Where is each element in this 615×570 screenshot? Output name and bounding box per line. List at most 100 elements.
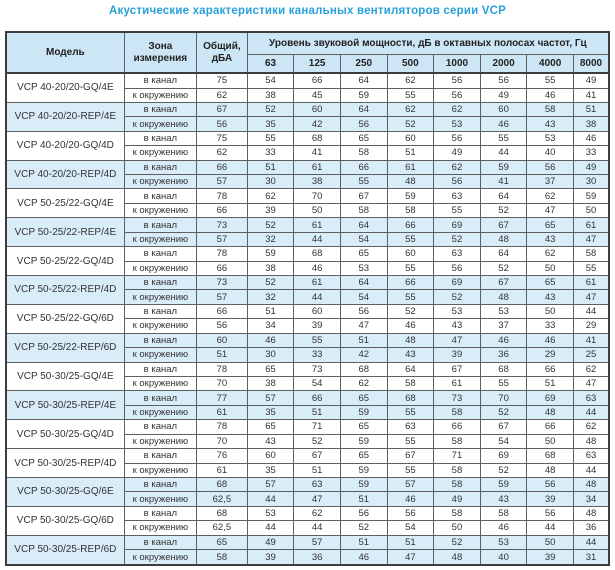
- band-value-cell: 66: [293, 72, 341, 89]
- band-value-cell: 58: [433, 433, 481, 450]
- band-value-cell: 56: [433, 260, 481, 277]
- band-value-cell: 33: [572, 145, 610, 161]
- model-cell: VCP 50-30/25-GQ/4D: [5, 419, 125, 450]
- band-value-cell: 61: [572, 217, 610, 233]
- table-row: VCP 50-25/22-REP/4E в канал 73 52 61 64 66 69 67…: [5, 217, 610, 248]
- zone-cell: в канал: [123, 275, 198, 291]
- band-value-cell: 52: [479, 404, 528, 421]
- band-value-cell: 69: [433, 217, 481, 233]
- band-value-cell: 64: [339, 101, 388, 118]
- zone-cell: в канал: [123, 303, 198, 320]
- total-dba-cell: 78: [196, 246, 248, 262]
- band-value-cell: 58: [386, 202, 435, 219]
- band-value-cell: 47: [572, 375, 610, 392]
- zone-cell: в канал: [123, 476, 198, 493]
- band-value-cell: 54: [293, 375, 341, 392]
- total-dba-cell: 60: [196, 332, 248, 349]
- header-measurement-zone: Зона измерения: [123, 31, 198, 74]
- band-value-cell: 62: [526, 188, 574, 204]
- band-value-cell: 51: [572, 101, 610, 118]
- total-dba-cell: 66: [196, 260, 248, 277]
- band-value-cell: 41: [572, 87, 610, 103]
- zone-cell: к окружению: [123, 145, 198, 161]
- table-row: VCP 50-25/22-REP/4D в канал 73 52 61 64 66 69 67…: [5, 275, 610, 305]
- header-frequency-500: 500: [386, 54, 435, 74]
- band-value-cell: 49: [433, 145, 481, 161]
- band-value-cell: 55: [479, 375, 528, 392]
- band-value-cell: 36: [572, 520, 610, 536]
- band-value-cell: 62: [572, 419, 610, 435]
- band-value-cell: 52: [246, 217, 295, 233]
- band-value-cell: 59: [479, 159, 528, 176]
- band-value-cell: 52: [433, 231, 481, 248]
- band-value-cell: 25: [572, 347, 610, 363]
- band-value-cell: 44: [293, 231, 341, 248]
- band-value-cell: 31: [572, 549, 610, 566]
- model-cell: VCP 50-30/25-REP/6D: [5, 534, 125, 566]
- band-value-cell: 53: [339, 260, 388, 277]
- band-value-cell: 43: [526, 231, 574, 248]
- band-value-cell: 52: [479, 260, 528, 277]
- table-row: VCP 50-30/25-GQ/4E в канал 78 65 73 68 64 67 68 6…: [5, 361, 610, 392]
- band-value-cell: 51: [293, 462, 341, 478]
- table-row: VCP 50-25/22-REP/6D в канал 60 46 55 51 48 47 46…: [5, 332, 610, 363]
- band-value-cell: 44: [526, 520, 574, 536]
- band-value-cell: 37: [526, 174, 574, 190]
- band-value-cell: 64: [479, 188, 528, 204]
- band-value-cell: 59: [339, 404, 388, 421]
- band-value-cell: 45: [293, 87, 341, 103]
- table-row: к окружению 62 38 45 59 55 56 49 46 41: [6, 87, 610, 103]
- band-value-cell: 33: [526, 318, 574, 334]
- band-value-cell: 41: [572, 332, 610, 349]
- band-value-cell: 65: [526, 217, 574, 233]
- band-value-cell: 58: [433, 462, 481, 478]
- band-value-cell: 47: [339, 318, 388, 334]
- band-value-cell: 41: [293, 145, 341, 161]
- band-value-cell: 63: [572, 390, 610, 406]
- band-value-cell: 66: [433, 419, 481, 435]
- zone-cell: в канал: [123, 101, 198, 118]
- total-dba-cell: 77: [196, 390, 248, 406]
- band-value-cell: 47: [386, 549, 435, 566]
- zone-cell: в канал: [123, 332, 198, 349]
- model-cell: VCP 40-20/20-GQ/4E: [5, 72, 125, 103]
- zone-cell: к окружению: [123, 375, 198, 392]
- band-value-cell: 56: [386, 505, 435, 522]
- total-dba-cell: 56: [196, 318, 248, 334]
- band-value-cell: 48: [479, 289, 528, 305]
- band-value-cell: 34: [246, 318, 295, 334]
- zone-cell: к окружению: [123, 202, 198, 219]
- band-value-cell: 57: [293, 534, 341, 551]
- band-value-cell: 67: [339, 188, 388, 204]
- band-value-cell: 48: [526, 404, 574, 421]
- band-value-cell: 61: [433, 375, 481, 392]
- band-value-cell: 52: [479, 202, 528, 219]
- band-value-cell: 60: [293, 101, 341, 118]
- model-cell: VCP 50-30/25-GQ/4E: [5, 361, 125, 392]
- band-value-cell: 51: [526, 375, 574, 392]
- band-value-cell: 34: [572, 491, 610, 507]
- band-value-cell: 64: [339, 275, 388, 291]
- zone-cell: в канал: [123, 159, 198, 176]
- band-value-cell: 59: [246, 246, 295, 262]
- zone-cell: в канал: [123, 72, 198, 89]
- band-value-cell: 46: [572, 130, 610, 147]
- band-value-cell: 52: [246, 101, 295, 118]
- band-value-cell: 62: [293, 505, 341, 522]
- band-value-cell: 58: [526, 101, 574, 118]
- band-value-cell: 35: [246, 116, 295, 132]
- zone-cell: в канал: [123, 217, 198, 233]
- header-frequency-1000: 1000: [433, 54, 481, 74]
- model-cell: VCP 50-25/22-REP/4E: [5, 217, 125, 248]
- band-value-cell: 66: [526, 419, 574, 435]
- band-value-cell: 56: [526, 159, 574, 176]
- band-value-cell: 38: [293, 174, 341, 190]
- band-value-cell: 43: [386, 347, 435, 363]
- band-value-cell: 51: [246, 303, 295, 320]
- table-row: к окружению 70 43 52 59 55 58 54 50 48: [6, 433, 610, 450]
- band-value-cell: 58: [339, 145, 388, 161]
- band-value-cell: 39: [433, 347, 481, 363]
- total-dba-cell: 57: [196, 174, 248, 190]
- model-cell: VCP 50-30/25-REP/4E: [5, 390, 125, 421]
- band-value-cell: 38: [572, 116, 610, 132]
